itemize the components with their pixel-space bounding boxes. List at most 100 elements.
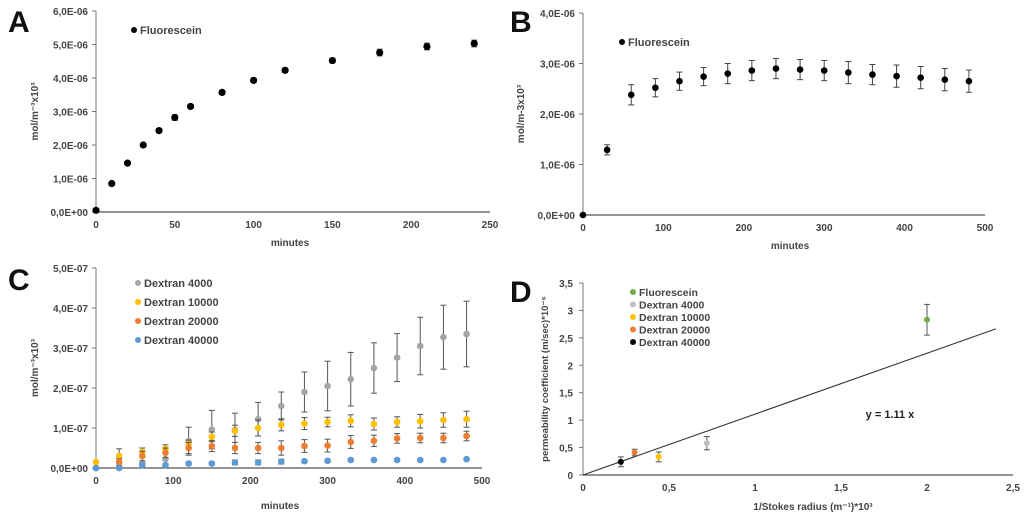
y-tick-label: 4,0E-07 [53, 304, 88, 315]
data-point [463, 415, 470, 423]
y-tick-label: 5,0E-06 [53, 41, 88, 52]
legend-marker [630, 289, 636, 295]
data-point [796, 66, 804, 73]
data-point [463, 330, 470, 338]
data-point [347, 456, 355, 464]
legend-marker [135, 337, 141, 343]
data-point [965, 77, 973, 85]
y-tick-label: 1,0E-06 [540, 161, 575, 172]
data-point [301, 442, 308, 450]
y-tick-label: 1 [567, 416, 573, 427]
series-dextran-10000 [92, 410, 470, 466]
panel-label: A [8, 6, 30, 39]
data-point [324, 382, 331, 390]
data-point [301, 457, 308, 465]
data-point [162, 461, 169, 469]
x-tick-label: 400 [396, 476, 413, 487]
data-point [416, 434, 424, 442]
data-point [393, 456, 401, 464]
x-tick-label: 50 [169, 220, 181, 231]
data-point [92, 458, 100, 466]
data-point [627, 91, 635, 99]
series-dextran-20000 [631, 448, 638, 457]
data-point [416, 417, 424, 425]
x-tick-label: 0 [580, 483, 586, 494]
y-tick-label: 1,0E-07 [53, 424, 88, 435]
data-point [208, 442, 216, 450]
legend: Dextran 4000 Dextran 10000 Dextran 20000 De… [135, 278, 219, 347]
y-tick-label: 1,0E-06 [53, 175, 88, 186]
x-tick-label: 0 [93, 220, 99, 231]
x-tick-label: 200 [242, 476, 259, 487]
y-axis-label: mol/m⁻³x10³ [30, 82, 41, 141]
data-point [463, 455, 470, 463]
x-tick-label: 250 [482, 220, 499, 231]
legend-label: Dextran 20000 [639, 325, 710, 337]
x-tick-label: 2,5 [1006, 483, 1020, 494]
data-point [676, 77, 683, 85]
data-point [941, 76, 949, 83]
data-point [277, 402, 285, 410]
y-tick-label: 2,0E-06 [53, 141, 88, 152]
panel-label: B [510, 6, 532, 39]
data-point [231, 444, 239, 452]
legend-marker [630, 301, 636, 308]
data-point [254, 424, 262, 432]
x-tick-label: 1,5 [834, 483, 848, 494]
legend-label: Dextran 40000 [639, 337, 710, 349]
data-point [231, 459, 239, 466]
series-fluorescein [579, 57, 973, 219]
data-point [155, 126, 163, 135]
legend-label: Dextran 4000 [639, 300, 705, 312]
data-point [231, 427, 239, 435]
x-tick-label: 0,5 [662, 483, 676, 494]
y-tick-label: 3,0E-06 [540, 60, 575, 71]
legend-marker [135, 318, 141, 324]
data-point [370, 364, 378, 372]
data-point [92, 206, 100, 214]
data-point [748, 67, 756, 74]
legend-marker [135, 280, 141, 286]
data-point [416, 456, 424, 464]
equation-annotation: y = 1.11 x [866, 409, 916, 421]
data-point [250, 76, 258, 84]
data-point [139, 452, 146, 460]
y-tick-label: 4,0E-06 [53, 74, 88, 85]
data-point [277, 444, 285, 452]
data-point [376, 48, 384, 57]
legend-label: Dextran 10000 [639, 312, 710, 324]
data-point [115, 458, 123, 466]
series-fluorescein [92, 39, 478, 214]
data-point [92, 464, 100, 472]
series-dextran-20000 [92, 430, 470, 472]
data-point [416, 342, 424, 350]
data-point [115, 464, 123, 472]
data-point [393, 418, 401, 426]
panel-d: D 0 0,5 1 1,5 2 2,5 3 3,5 0 0,5 1 1,5 2 2,5 1/Stokes ra… [510, 276, 1020, 513]
x-axis-label: minutes [271, 238, 310, 249]
data-point [370, 437, 378, 445]
legend-marker [630, 314, 636, 320]
y-tick-label: 2 [567, 361, 573, 372]
data-point [218, 88, 226, 97]
panel-label: C [8, 264, 30, 297]
x-tick-label: 200 [403, 220, 420, 231]
data-point [579, 211, 587, 219]
data-point [254, 459, 262, 466]
x-tick-label: 100 [245, 220, 262, 231]
data-point [281, 66, 289, 74]
data-point [423, 42, 431, 51]
data-point [171, 113, 179, 122]
x-tick-label: 0 [93, 476, 99, 487]
y-axis-label: mol/m-3x10³ [516, 84, 527, 143]
data-point [393, 354, 401, 361]
y-axis-label: permeability coefficient (m/sec)*10⁻⁶ [540, 296, 551, 462]
data-point [254, 415, 262, 423]
data-point [655, 453, 662, 460]
y-tick-label: 5,0E-07 [53, 264, 88, 275]
legend-marker [135, 299, 141, 305]
data-point [869, 71, 876, 78]
data-point [893, 72, 900, 80]
data-point [617, 458, 624, 465]
